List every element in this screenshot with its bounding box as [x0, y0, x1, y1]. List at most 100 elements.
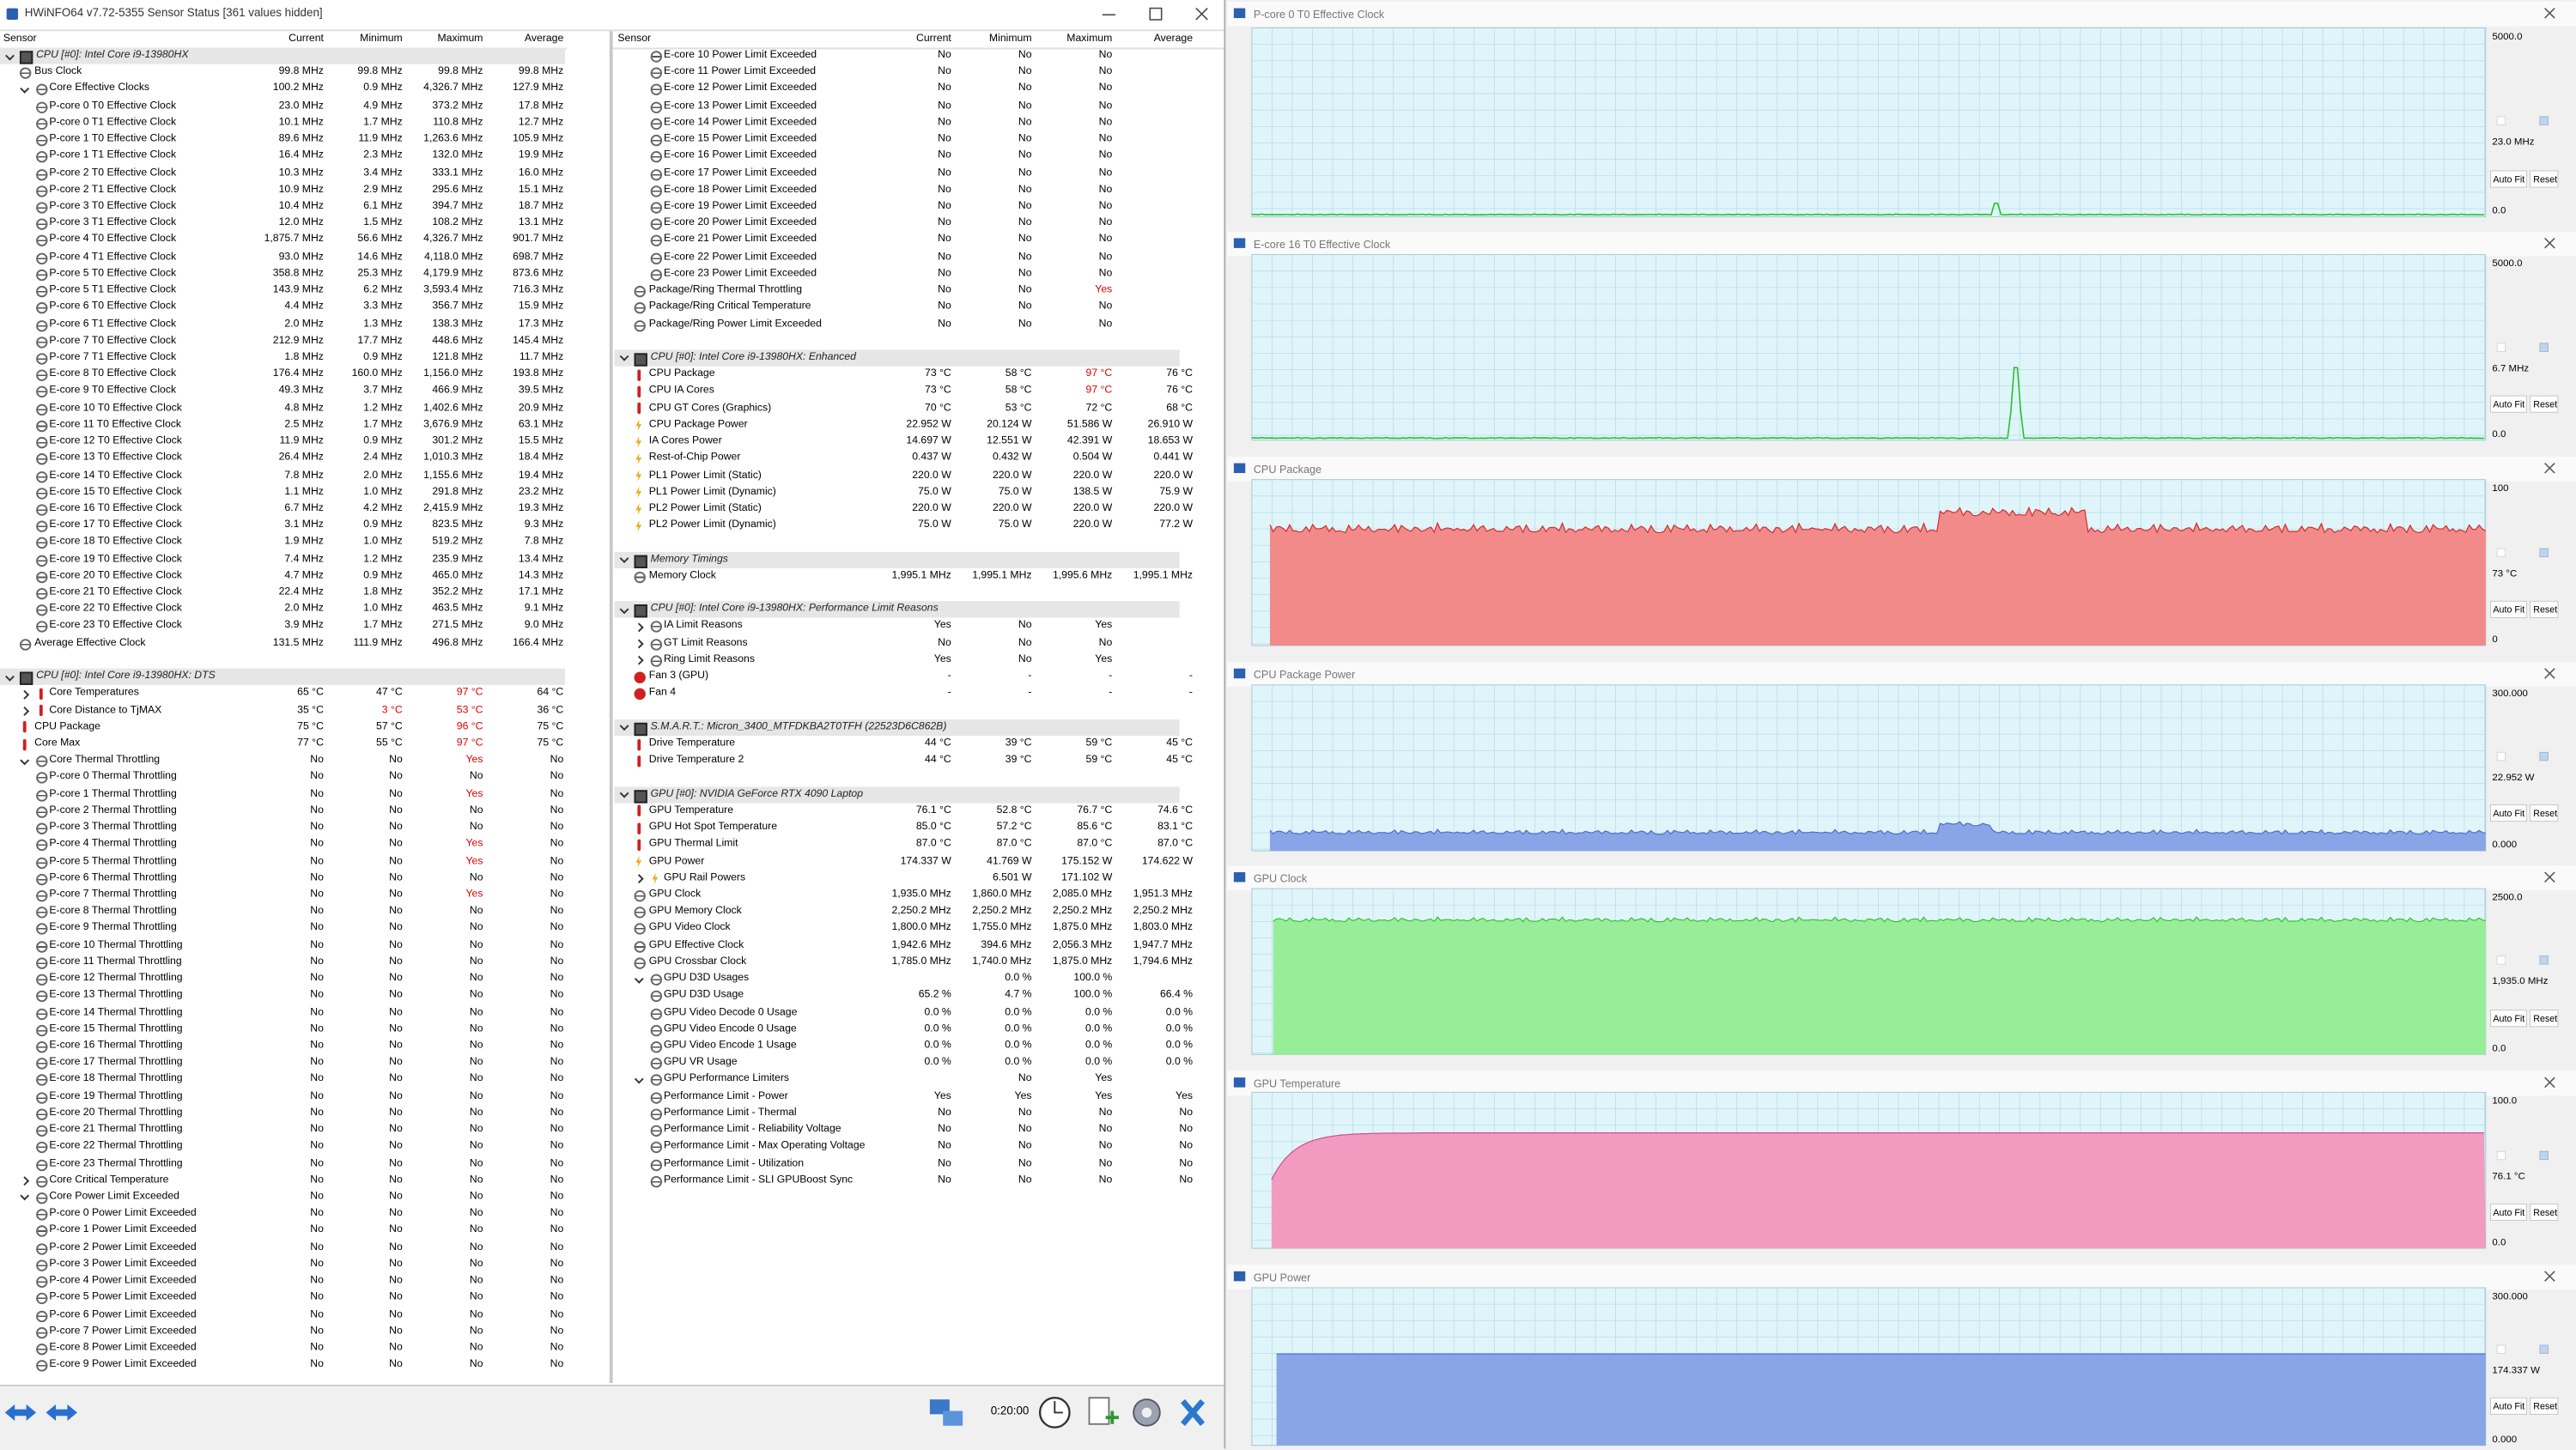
- report-button[interactable]: [1088, 1397, 1119, 1425]
- sensor-label[interactable]: GPU Rail Powers: [663, 871, 746, 883]
- auto-fit-button[interactable]: [2490, 1204, 2527, 1221]
- sensor-label[interactable]: P-core 1 T1 Effective Clock: [49, 149, 177, 162]
- sensor-label[interactable]: E-core 15 T0 Effective Clock: [49, 485, 182, 498]
- sensor-label[interactable]: P-core 1 T0 Effective Clock: [49, 133, 177, 145]
- graph-checkbox[interactable]: [2496, 116, 2506, 125]
- sensor-label[interactable]: E-core 8 T0 Effective Clock: [49, 367, 177, 380]
- sensor-label[interactable]: GPU Clock: [648, 889, 702, 901]
- sensor-label[interactable]: P-core 6 T1 Effective Clock: [49, 318, 177, 330]
- graph-checkbox[interactable]: [2496, 343, 2506, 352]
- sensor-label[interactable]: Core Distance to TjMAX: [49, 703, 162, 716]
- reset-button[interactable]: [2530, 1397, 2559, 1415]
- sensor-label[interactable]: Package/Ring Power Limit Exceeded: [648, 318, 822, 330]
- sensor-label[interactable]: E-core 18 Thermal Throttling: [49, 1073, 183, 1085]
- pane-divider[interactable]: [609, 31, 613, 1383]
- sensor-label[interactable]: GPU Temperature: [648, 804, 734, 816]
- graph-close-button[interactable]: [2544, 462, 2555, 474]
- sensor-label[interactable]: PL2 Power Limit (Dynamic): [648, 519, 776, 531]
- sensor-label[interactable]: GPU Effective Clock: [648, 938, 744, 951]
- graph-checkbox[interactable]: [2539, 751, 2549, 761]
- sensor-label[interactable]: P-core 2 T0 Effective Clock: [49, 167, 177, 179]
- graph-checkbox[interactable]: [2539, 548, 2549, 557]
- column-header[interactable]: Current: [289, 33, 324, 45]
- sensor-label[interactable]: Average Effective Clock: [34, 636, 146, 649]
- window-controls[interactable]: [1084, 0, 1224, 29]
- auto-fit-button[interactable]: [2490, 804, 2527, 822]
- sensor-label[interactable]: P-core 6 Thermal Throttling: [49, 871, 177, 883]
- sensor-label[interactable]: E-core 11 Power Limit Exceeded: [663, 65, 817, 78]
- sensor-label[interactable]: GPU Video Clock: [648, 922, 731, 934]
- nav-forward-button[interactable]: [46, 1404, 77, 1421]
- sensor-label[interactable]: E-core 13 T0 Effective Clock: [49, 452, 182, 464]
- graph-close-button[interactable]: [2544, 871, 2555, 883]
- sensor-label[interactable]: E-core 16 Power Limit Exceeded: [663, 149, 817, 162]
- sensor-label[interactable]: Performance Limit - Reliability Voltage: [663, 1123, 841, 1136]
- auto-fit-button[interactable]: [2490, 1397, 2527, 1415]
- sensor-label[interactable]: E-core 22 T0 Effective Clock: [49, 603, 182, 616]
- sensor-label[interactable]: P-core 1 Thermal Throttling: [49, 787, 177, 800]
- sensor-label[interactable]: Core Max: [34, 737, 81, 749]
- graph-checkbox[interactable]: [2496, 1344, 2506, 1354]
- sensor-label[interactable]: P-core 5 Thermal Throttling: [49, 854, 177, 867]
- graph-checkbox[interactable]: [2496, 751, 2506, 761]
- graph-close-button[interactable]: [2544, 1271, 2555, 1282]
- sensor-label[interactable]: IA Limit Reasons: [663, 620, 743, 632]
- sensor-label[interactable]: PL1 Power Limit (Static): [648, 469, 762, 481]
- sensor-label[interactable]: Core Thermal Throttling: [49, 754, 161, 767]
- sensor-label[interactable]: Fan 3 (GPU): [648, 670, 709, 683]
- sensor-label[interactable]: CPU IA Cores: [648, 385, 714, 397]
- group-label[interactable]: CPU [#0]: Intel Core i9-13980HX: [36, 49, 189, 61]
- sensor-label[interactable]: E-core 17 Thermal Throttling: [49, 1056, 183, 1068]
- sensor-label[interactable]: E-core 10 Power Limit Exceeded: [663, 49, 817, 61]
- sensor-label[interactable]: E-core 18 T0 Effective Clock: [49, 536, 182, 548]
- sensor-label[interactable]: E-core 13 Thermal Throttling: [49, 989, 183, 1001]
- sensor-label[interactable]: E-core 23 T0 Effective Clock: [49, 620, 182, 632]
- sensor-label[interactable]: Package/Ring Thermal Throttling: [648, 284, 803, 296]
- sensor-label[interactable]: E-core 11 T0 Effective Clock: [49, 418, 181, 430]
- sensor-label[interactable]: E-core 21 Thermal Throttling: [49, 1123, 183, 1136]
- sensor-label[interactable]: Core Effective Clocks: [49, 82, 150, 94]
- sensor-label[interactable]: P-core 3 Power Limit Exceeded: [49, 1258, 197, 1270]
- sensor-label[interactable]: E-core 18 Power Limit Exceeded: [663, 183, 817, 196]
- sensor-label[interactable]: E-core 14 Power Limit Exceeded: [663, 116, 817, 128]
- sensor-label[interactable]: E-core 20 Thermal Throttling: [49, 1107, 183, 1119]
- graph-checkbox[interactable]: [2539, 343, 2549, 352]
- sensor-label[interactable]: P-core 6 T0 Effective Clock: [49, 300, 177, 313]
- sensor-label[interactable]: E-core 20 Power Limit Exceeded: [663, 216, 817, 229]
- sensor-label[interactable]: GPU Video Decode 0 Usage: [663, 1005, 798, 1018]
- sensor-label[interactable]: P-core 4 Power Limit Exceeded: [49, 1274, 197, 1287]
- reset-button[interactable]: [2530, 1204, 2559, 1221]
- sensor-label[interactable]: P-core 2 Thermal Throttling: [49, 804, 177, 816]
- close-button[interactable]: [1195, 8, 1208, 21]
- group-label[interactable]: CPU [#0]: Intel Core i9-13980HX: Perform…: [650, 603, 939, 616]
- sensor-label[interactable]: CPU Package: [648, 367, 715, 380]
- auto-fit-button[interactable]: [2490, 1010, 2527, 1028]
- reset-button[interactable]: [2530, 600, 2559, 618]
- sensor-label[interactable]: E-core 10 T0 Effective Clock: [49, 402, 182, 414]
- sensor-label[interactable]: PL1 Power Limit (Dynamic): [648, 485, 776, 498]
- reset-button[interactable]: [2530, 804, 2559, 822]
- sensor-label[interactable]: GPU Video Encode 1 Usage: [663, 1040, 797, 1052]
- sensor-label[interactable]: P-core 3 T0 Effective Clock: [49, 200, 177, 212]
- sensor-label[interactable]: GPU Hot Spot Temperature: [648, 821, 778, 834]
- sensor-label[interactable]: P-core 3 T1 Effective Clock: [49, 216, 177, 229]
- settings-button[interactable]: [1133, 1398, 1161, 1427]
- sensor-label[interactable]: P-core 2 Power Limit Exceeded: [49, 1241, 197, 1253]
- sensor-label[interactable]: IA Cores Power: [648, 435, 722, 447]
- group-label[interactable]: S.M.A.R.T.: Micron_3400_MTFDKBA2T0TFH (2…: [650, 720, 947, 732]
- column-header[interactable]: Maximum: [437, 33, 483, 45]
- sensor-label[interactable]: E-core 9 Power Limit Exceeded: [49, 1358, 197, 1370]
- sensor-label[interactable]: GPU Power: [648, 854, 705, 867]
- graph-checkbox[interactable]: [2539, 1344, 2549, 1354]
- sensor-label[interactable]: E-core 15 Power Limit Exceeded: [663, 133, 817, 145]
- column-header[interactable]: Minimum: [988, 33, 1032, 45]
- sensor-label[interactable]: Memory Clock: [648, 569, 716, 581]
- auto-fit-button[interactable]: [2490, 600, 2527, 618]
- graph-close-button[interactable]: [2544, 668, 2555, 679]
- sensor-label[interactable]: Core Critical Temperature: [49, 1174, 169, 1186]
- graph-checkbox[interactable]: [2496, 548, 2506, 557]
- column-header[interactable]: Average: [524, 33, 564, 45]
- sensor-label[interactable]: E-core 19 Power Limit Exceeded: [663, 200, 817, 212]
- sensor-label[interactable]: P-core 7 Thermal Throttling: [49, 889, 177, 901]
- sensor-label[interactable]: E-core 10 Thermal Throttling: [49, 938, 183, 951]
